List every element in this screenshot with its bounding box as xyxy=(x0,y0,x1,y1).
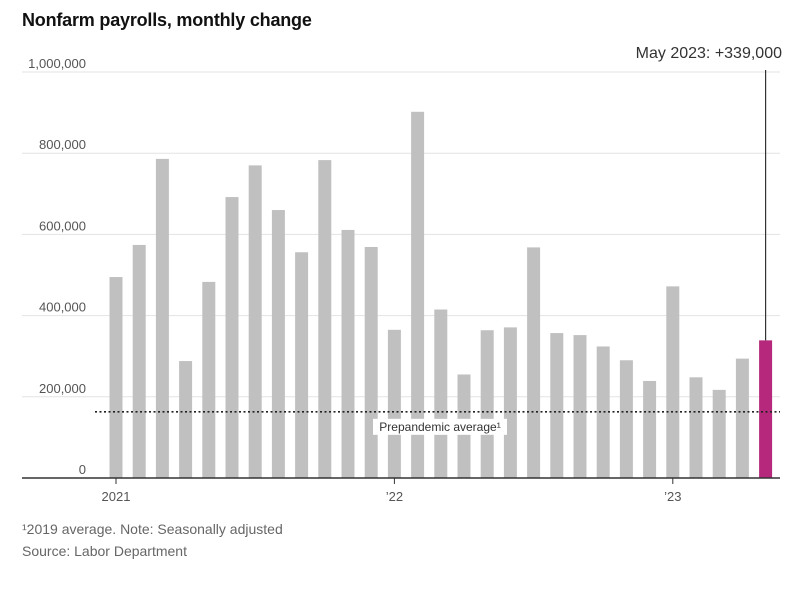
bar xyxy=(527,247,541,478)
bar-highlight xyxy=(759,340,773,478)
bar xyxy=(387,329,401,478)
bar xyxy=(341,229,355,478)
x-tick-label: 2021 xyxy=(102,489,131,504)
y-tick-label: 1,000,000 xyxy=(28,56,86,71)
footnote-note: ¹2019 average. Note: Seasonally adjusted xyxy=(22,521,283,537)
reference-line-label: Prepandemic average¹ xyxy=(379,420,500,434)
bar xyxy=(503,327,517,478)
footnote-source: Source: Labor Department xyxy=(22,543,187,559)
bar xyxy=(225,197,239,478)
bar xyxy=(179,361,193,478)
bar xyxy=(712,389,726,478)
x-axis: 2021 ’22 ’23 xyxy=(22,477,780,504)
bar xyxy=(202,281,216,478)
bar xyxy=(248,165,262,478)
bar xyxy=(109,277,123,478)
bar xyxy=(573,335,587,478)
bar xyxy=(318,160,332,479)
bar xyxy=(271,210,285,479)
bar xyxy=(480,330,494,478)
bar xyxy=(132,244,146,478)
bar xyxy=(550,333,564,478)
bar xyxy=(666,286,680,478)
x-tick-label: ’22 xyxy=(386,489,403,504)
y-tick-label: 0 xyxy=(79,462,86,477)
y-tick-label: 200,000 xyxy=(39,381,86,396)
bar xyxy=(411,111,425,479)
bar xyxy=(596,346,610,478)
bar xyxy=(619,360,633,478)
bar xyxy=(735,358,749,478)
bar xyxy=(689,377,703,478)
bars xyxy=(109,111,773,479)
annotation-label: May 2023: +339,000 xyxy=(636,45,782,62)
reference-label-bg xyxy=(373,418,507,435)
x-tick-label: ’23 xyxy=(664,489,681,504)
chart-title: Nonfarm payrolls, monthly change xyxy=(22,10,312,30)
bar xyxy=(155,158,169,478)
annotation-group: May 2023: +339,000 xyxy=(636,45,782,341)
y-tick-label: 800,000 xyxy=(39,137,86,152)
bar xyxy=(364,246,378,478)
y-tick-label: 400,000 xyxy=(39,300,86,315)
bar xyxy=(643,380,657,478)
bar xyxy=(434,309,448,478)
bar xyxy=(295,252,309,478)
y-axis-ticks: 0 200,000 400,000 600,000 800,000 1,000,000 xyxy=(28,56,86,477)
reference-line-group: Prepandemic average¹ xyxy=(95,411,780,435)
y-tick-label: 600,000 xyxy=(39,218,86,233)
